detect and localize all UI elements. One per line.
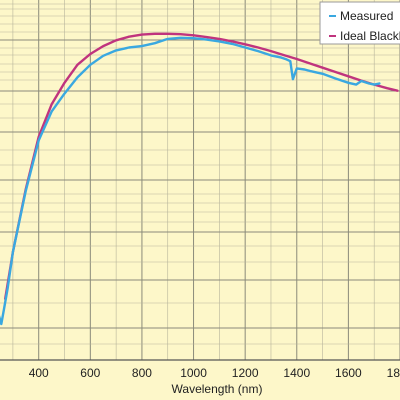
x-tick-label: 1000 bbox=[180, 366, 207, 380]
series-line-measured bbox=[0, 36, 381, 326]
x-tick-label: 1600 bbox=[335, 366, 362, 380]
legend: Measured Ideal Blackbody bbox=[319, 1, 400, 45]
x-tick-label: 1200 bbox=[232, 366, 259, 380]
x-tick-labels: 400 600 800 1000 1200 1400 1600 1800 bbox=[29, 366, 400, 380]
x-tick-label: 800 bbox=[132, 366, 152, 380]
x-axis-label: Wavelength (nm) bbox=[172, 382, 263, 396]
grid bbox=[0, 0, 400, 361]
series-line-ideal-blackbody bbox=[3, 32, 399, 300]
legend-label-measured: Measured bbox=[340, 9, 393, 23]
x-tick-label: 1400 bbox=[283, 366, 310, 380]
x-tick-label: 600 bbox=[80, 366, 100, 380]
x-tick-label: 400 bbox=[29, 366, 49, 380]
x-tick-label: 1800 bbox=[387, 366, 400, 380]
series-layer bbox=[0, 32, 399, 326]
legend-label-ideal-blackbody: Ideal Blackbody bbox=[340, 29, 400, 43]
